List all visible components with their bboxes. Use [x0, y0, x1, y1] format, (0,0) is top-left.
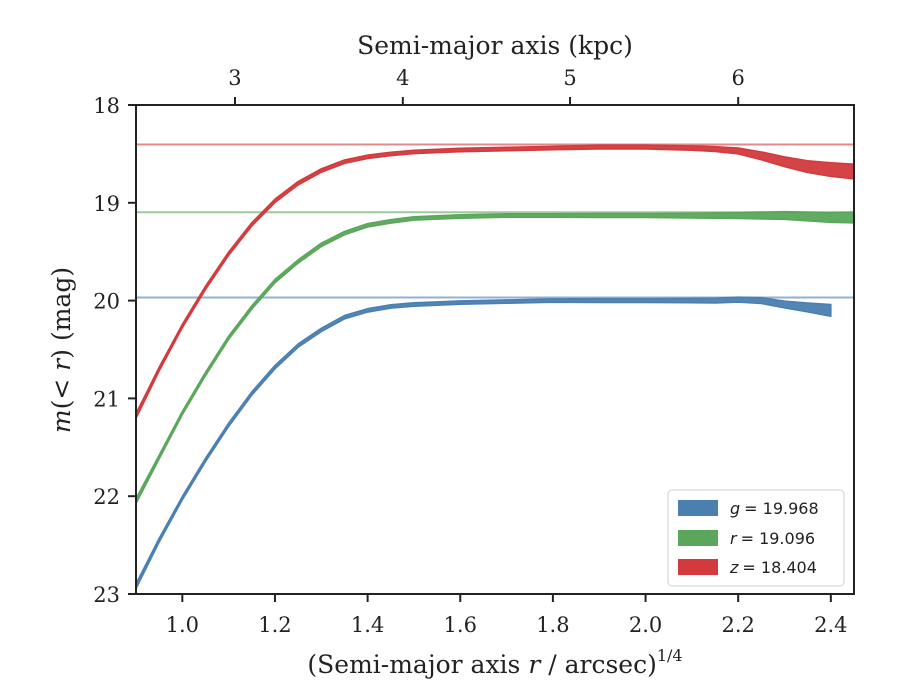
legend-label-z: z = 18.404 — [729, 558, 817, 577]
x-tick-label: 1.4 — [351, 613, 384, 637]
top-x-tick-label: 6 — [732, 66, 745, 90]
y-tick-label: 22 — [93, 485, 120, 509]
top-x-tick-label: 5 — [563, 66, 576, 90]
x-axis-title: (Semi-major axis r / arcsec)1/4 — [307, 646, 682, 679]
top-x-axis: 3 4 5 6 — [228, 66, 745, 105]
x-tick-label: 1.8 — [536, 613, 569, 637]
legend-swatch-g — [678, 500, 718, 516]
x-tick-label: 2.0 — [629, 613, 662, 637]
x-axis: 1.0 1.2 1.4 1.6 1.8 2.0 2.2 2.4 — [166, 594, 848, 637]
y-tick-label: 19 — [93, 192, 120, 216]
y-tick-label: 20 — [93, 290, 120, 314]
legend-swatch-z — [678, 559, 718, 575]
y-tick-label: 23 — [93, 583, 120, 607]
series-layer — [136, 143, 854, 590]
x-tick-label: 1.0 — [166, 613, 199, 637]
profile-band-z — [136, 144, 854, 420]
legend: g = 19.968 r = 19.096 z = 18.404 — [667, 489, 845, 587]
plot-frame — [135, 104, 855, 595]
top-x-tick-label: 3 — [228, 66, 241, 90]
profile-band-r — [136, 210, 854, 505]
top-x-tick-label: 4 — [396, 66, 409, 90]
y-tick-label: 18 — [93, 94, 120, 118]
x-tick-label: 2.4 — [814, 613, 847, 637]
x-tick-label: 1.2 — [258, 613, 291, 637]
y-axis-title: m(< r) (mag) — [47, 267, 76, 433]
legend-label-g: g = 19.968 — [730, 499, 819, 518]
x-tick-label: 2.2 — [721, 613, 754, 637]
profile-band-g — [136, 296, 832, 590]
legend-swatch-r — [678, 530, 718, 546]
y-tick-label: 21 — [93, 387, 120, 411]
legend-label-r: r = 19.096 — [730, 529, 815, 548]
x-tick-label: 1.6 — [444, 613, 477, 637]
y-axis: 18 19 20 21 22 23 — [93, 94, 136, 607]
top-x-axis-title: Semi-major axis (kpc) — [357, 31, 633, 60]
